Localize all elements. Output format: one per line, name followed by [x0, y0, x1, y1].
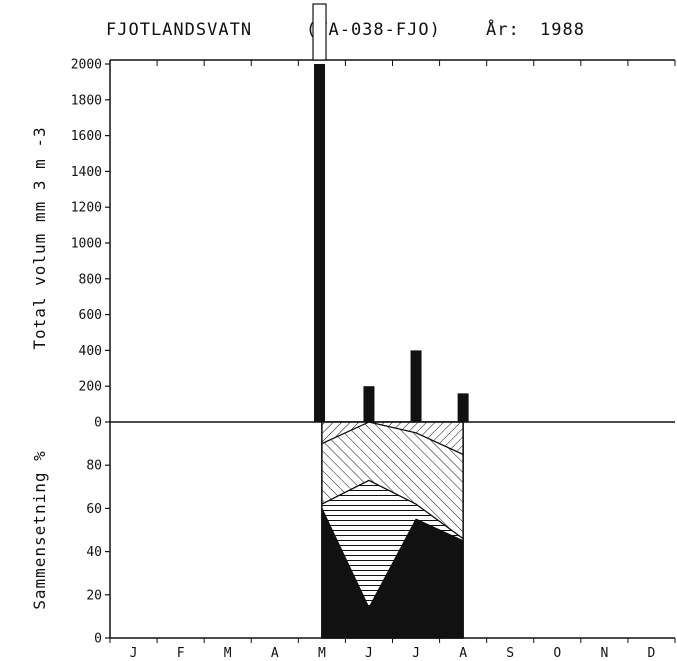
volume-y-tick-label: 0	[94, 416, 102, 431]
chart-title-year: 1988	[540, 20, 585, 40]
volume-y-tick-label: 600	[79, 308, 102, 323]
month-label: A	[459, 646, 467, 661]
volume-bar-overflow	[312, 3, 327, 61]
month-label: M	[318, 646, 326, 661]
volume-y-tick-label: 1400	[71, 165, 102, 180]
composition-y-tick-label: 80	[86, 459, 102, 474]
composition-sample-frame	[321, 421, 464, 639]
volume-bar	[410, 350, 422, 422]
composition-y-tick-label: 0	[94, 632, 102, 647]
chart-title-lake: FJOTLANDSVATN	[106, 20, 252, 40]
volume-y-tick-label: 1600	[71, 129, 102, 144]
composition-y-tick-label: 60	[86, 502, 102, 517]
composition-y-tick-label: 20	[86, 588, 102, 603]
volume-y-tick-label: 2000	[71, 58, 102, 73]
month-label: J	[130, 646, 138, 661]
volume-y-tick-label: 200	[79, 380, 102, 395]
volume-y-tick-label: 1000	[71, 237, 102, 252]
month-label: F	[177, 646, 185, 661]
volume-bar	[314, 64, 326, 422]
month-label: A	[271, 646, 279, 661]
month-label: N	[600, 646, 608, 661]
volume-y-tick-label: 400	[79, 344, 102, 359]
composition-panel: 0 20 40 60 80 J F M A M J J A S O N D	[86, 421, 676, 661]
volume-bar	[363, 386, 375, 422]
month-label: J	[365, 646, 373, 661]
month-label: M	[224, 646, 232, 661]
month-label: J	[412, 646, 420, 661]
month-label: D	[648, 646, 656, 661]
composition-y-tick-label: 40	[86, 545, 102, 560]
volume-y-tick-label: 1800	[71, 93, 102, 108]
chart-title-code: (VA-038-FJO)	[306, 20, 441, 40]
composition-axis-label: Sammensetning %	[30, 450, 49, 610]
month-label: S	[506, 646, 514, 661]
chart-title-year-label: År:	[486, 18, 520, 40]
volume-panel: 0 200 400 600 800 1000 1200 1400 1600 1800 2000	[71, 3, 676, 431]
volume-bar	[457, 393, 469, 422]
volume-axis-label: Total volum mm 3 m -3	[30, 126, 49, 349]
month-label: O	[553, 646, 561, 661]
volume-y-tick-label: 800	[79, 272, 102, 287]
volume-y-tick-label: 1200	[71, 201, 102, 216]
